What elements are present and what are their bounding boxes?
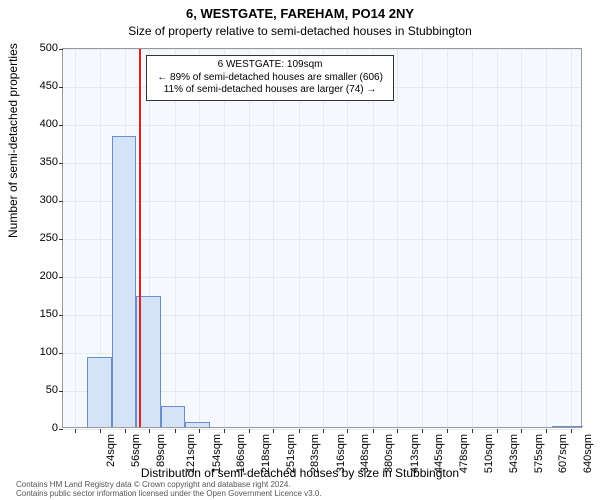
gridline-v	[472, 49, 473, 427]
xtick-label: 89sqm	[155, 434, 167, 467]
xtick-mark	[323, 429, 324, 433]
xtick-mark	[149, 429, 150, 433]
annotation-line3: 11% of semi-detached houses are larger (…	[157, 84, 383, 97]
histogram-bar	[112, 136, 136, 427]
ytick-mark	[59, 429, 63, 430]
xtick-mark	[347, 429, 348, 433]
ytick-label: 350	[18, 156, 58, 168]
xtick-mark	[497, 429, 498, 433]
xtick-label: 380sqm	[384, 434, 396, 473]
xtick-label: 154sqm	[211, 434, 223, 473]
ytick-mark	[59, 239, 63, 240]
xtick-label: 186sqm	[235, 434, 247, 473]
xtick-label: 316sqm	[335, 434, 347, 473]
xtick-mark	[199, 429, 200, 433]
histogram-bar	[185, 422, 209, 427]
ytick-mark	[59, 201, 63, 202]
footer-text: Contains HM Land Registry data © Crown c…	[16, 481, 322, 499]
xtick-label: 56sqm	[130, 434, 142, 467]
xtick-label: 640sqm	[582, 434, 594, 473]
gridline-v	[373, 49, 374, 427]
plot-area: 6 WESTGATE: 109sqm ← 89% of semi-detache…	[62, 48, 582, 428]
xtick-mark	[472, 429, 473, 433]
chart-title: 6, WESTGATE, FAREHAM, PO14 2NY	[0, 6, 600, 21]
xtick-label: 283sqm	[309, 434, 321, 473]
ytick-mark	[59, 125, 63, 126]
ytick-label: 500	[18, 42, 58, 54]
marker-vline	[139, 49, 141, 427]
ytick-label: 450	[18, 80, 58, 92]
gridline-v	[521, 49, 522, 427]
xtick-mark	[125, 429, 126, 433]
gridline-v	[447, 49, 448, 427]
xtick-mark	[571, 429, 572, 433]
xtick-label: 607sqm	[557, 434, 569, 473]
xtick-label: 348sqm	[359, 434, 371, 473]
xtick-label: 478sqm	[459, 434, 471, 473]
xtick-label: 24sqm	[105, 434, 117, 467]
ytick-mark	[59, 87, 63, 88]
xtick-mark	[273, 429, 274, 433]
xtick-mark	[75, 429, 76, 433]
ytick-label: 150	[18, 308, 58, 320]
ytick-mark	[59, 49, 63, 50]
ytick-mark	[59, 163, 63, 164]
gridline-v	[546, 49, 547, 427]
gridline-v	[224, 49, 225, 427]
gridline-h	[63, 429, 581, 430]
gridline-v	[249, 49, 250, 427]
histogram-bar	[87, 357, 111, 427]
xtick-label: 121sqm	[186, 434, 198, 473]
ytick-label: 0	[18, 422, 58, 434]
gridline-v	[75, 49, 76, 427]
ytick-label: 300	[18, 194, 58, 206]
annotation-line1: 6 WESTGATE: 109sqm	[157, 59, 383, 72]
ytick-mark	[59, 391, 63, 392]
gridline-v	[571, 49, 572, 427]
xtick-mark	[299, 429, 300, 433]
ytick-label: 250	[18, 232, 58, 244]
gridline-v	[422, 49, 423, 427]
gridline-v	[397, 49, 398, 427]
xtick-label: 413sqm	[409, 434, 421, 473]
xtick-mark	[422, 429, 423, 433]
histogram-bar	[552, 426, 583, 427]
xtick-label: 543sqm	[508, 434, 520, 473]
y-axis-label: Number of semi-detached properties	[6, 43, 20, 238]
xtick-mark	[224, 429, 225, 433]
ytick-label: 200	[18, 270, 58, 282]
gridline-v	[199, 49, 200, 427]
xtick-label: 445sqm	[433, 434, 445, 473]
gridline-v	[299, 49, 300, 427]
xtick-mark	[447, 429, 448, 433]
chart-container: { "chart": { "type": "histogram", "title…	[0, 0, 600, 500]
xtick-mark	[546, 429, 547, 433]
ytick-label: 100	[18, 346, 58, 358]
gridline-v	[347, 49, 348, 427]
gridline-v	[323, 49, 324, 427]
ytick-label: 50	[18, 384, 58, 396]
xtick-label: 251sqm	[285, 434, 297, 473]
gridline-v	[273, 49, 274, 427]
footer-line2: Contains public sector information licen…	[16, 490, 322, 499]
ytick-mark	[59, 315, 63, 316]
xtick-mark	[397, 429, 398, 433]
chart-subtitle: Size of property relative to semi-detach…	[0, 24, 600, 38]
xtick-mark	[100, 429, 101, 433]
histogram-bar	[161, 406, 185, 427]
ytick-mark	[59, 353, 63, 354]
xtick-mark	[249, 429, 250, 433]
gridline-v	[497, 49, 498, 427]
xtick-label: 510sqm	[483, 434, 495, 473]
xtick-mark	[373, 429, 374, 433]
gridline-v	[175, 49, 176, 427]
xtick-mark	[175, 429, 176, 433]
xtick-label: 218sqm	[260, 434, 272, 473]
xtick-label: 575sqm	[533, 434, 545, 473]
annotation-box: 6 WESTGATE: 109sqm ← 89% of semi-detache…	[146, 55, 394, 101]
annotation-line2: ← 89% of semi-detached houses are smalle…	[157, 72, 383, 85]
ytick-mark	[59, 277, 63, 278]
xtick-mark	[521, 429, 522, 433]
ytick-label: 400	[18, 118, 58, 130]
